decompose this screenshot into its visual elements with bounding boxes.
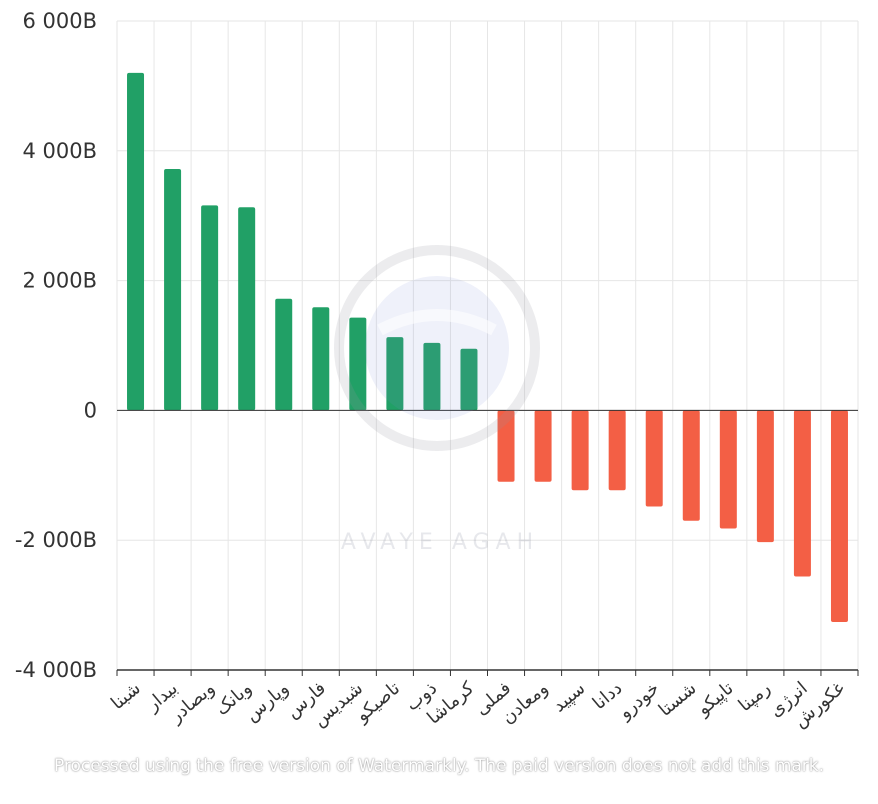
y-tick-label: -2 000B — [15, 528, 97, 552]
x-tick-label: سپید — [549, 678, 590, 717]
bar-4 — [238, 207, 256, 411]
x-tick-label: شستا — [655, 678, 701, 721]
bar-12 — [534, 410, 552, 482]
watermark-brand: AVAYE AGAH — [340, 530, 540, 555]
y-tick-label: 6 000B — [22, 9, 97, 33]
bar-18 — [756, 410, 774, 543]
bar-11 — [497, 410, 515, 482]
bar-8 — [386, 337, 404, 411]
y-tick-label: -4 000B — [15, 658, 97, 682]
bar-3 — [201, 205, 219, 411]
bar-2 — [164, 168, 182, 411]
x-tick-label: شبنا — [107, 678, 145, 714]
bar-10 — [460, 348, 478, 411]
bar-9 — [423, 342, 441, 411]
bar-13 — [571, 410, 589, 491]
watermark-note: Processed using the free version of Wate… — [53, 756, 825, 776]
bar-6 — [312, 307, 330, 411]
y-tick-label: 2 000B — [22, 269, 97, 293]
x-tick-label: تاپیکو — [692, 678, 737, 721]
bar-1 — [127, 72, 145, 411]
bar-20 — [830, 410, 848, 622]
bar-7 — [349, 317, 367, 411]
bars — [127, 72, 848, 622]
axes — [116, 409, 859, 676]
x-tick-label: خودرو — [614, 678, 663, 724]
bar-5 — [275, 298, 293, 411]
y-tick-label: 4 000B — [22, 139, 97, 163]
x-tick-labels: شبنابیداروبصادروبانکوپارسفارسشبدیستاصیکو… — [107, 677, 849, 731]
grid-lines — [116, 20, 859, 671]
bar-19 — [793, 410, 811, 577]
bar-16 — [682, 410, 700, 521]
y-tick-label: 0 — [84, 398, 97, 422]
bar-14 — [608, 410, 626, 491]
y-tick-labels: 6 000B 4 000B 2 000B 0 -2 000B -4 000B — [15, 9, 97, 682]
bar-17 — [719, 410, 737, 529]
bar-15 — [645, 410, 663, 507]
x-tick-label: وپارس — [241, 678, 293, 726]
